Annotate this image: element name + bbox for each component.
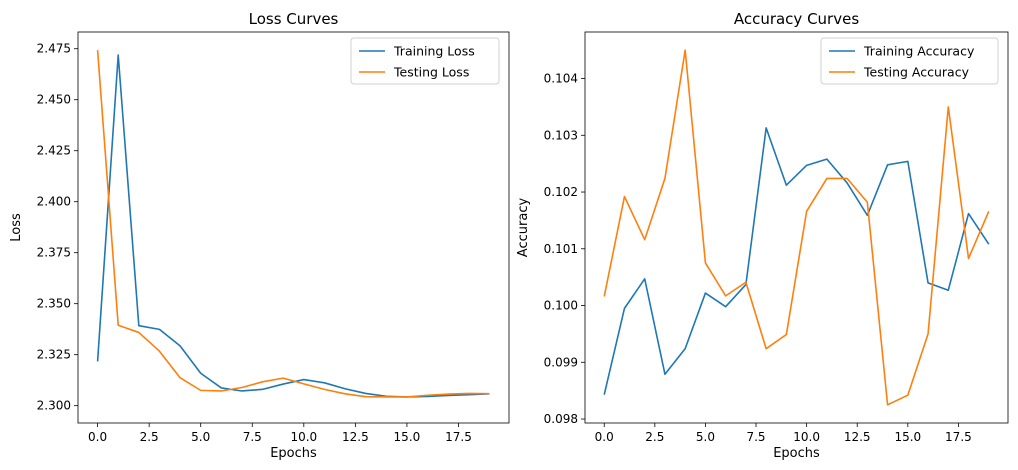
y-tick-label: 2.375 (37, 246, 71, 260)
legend: Training Loss Testing Loss (350, 37, 500, 85)
x-tick-label: 5.0 (696, 430, 715, 444)
y-tick-label: 2.450 (37, 93, 71, 107)
x-tick-label: 17.5 (945, 430, 972, 444)
x-tick-label: 12.5 (342, 430, 369, 444)
y-axis-label: Loss (9, 213, 24, 242)
chart-loss: Loss Curves 0.0 2.5 5.0 7.5 10.0 12.5 15.0 17.5 2… (9, 10, 510, 461)
y-axis-label: Accuracy (516, 198, 531, 258)
y-tick-label: 2.350 (37, 297, 71, 311)
y-tick-label: 0.104 (544, 72, 578, 86)
legend-label: Training Accuracy (863, 44, 975, 59)
legend-box (820, 37, 999, 85)
y-tick-label: 0.102 (544, 185, 578, 199)
x-tick-label: 10.0 (793, 430, 820, 444)
x-tick-label: 17.5 (445, 430, 472, 444)
y-tick-label: 0.101 (544, 242, 578, 256)
x-tick-label: 10.0 (290, 430, 317, 444)
y-tick-label: 2.425 (37, 144, 71, 158)
y-tick-label: 2.475 (37, 42, 71, 56)
plot-frame (77, 31, 510, 424)
y-tick-label: 0.099 (544, 355, 578, 369)
x-tick-label: 15.0 (394, 430, 421, 444)
y-tick-label: 2.300 (37, 399, 71, 413)
series-line-testing (96, 50, 490, 398)
series-line-training (96, 54, 490, 398)
series-line-training (603, 127, 990, 395)
x-tick-label: 2.5 (645, 430, 664, 444)
y-tick-label: 0.103 (544, 128, 578, 142)
y-tick-label: 2.325 (37, 348, 71, 362)
y-tick-label: 0.098 (544, 412, 578, 426)
x-tick-label: 0.0 (88, 430, 107, 444)
x-tick-label: 0.0 (595, 430, 614, 444)
chart-title: Loss Curves (249, 10, 339, 28)
x-tick-label: 5.0 (191, 430, 210, 444)
legend-label: Training Loss (393, 44, 475, 59)
legend-label: Testing Loss (393, 65, 469, 80)
x-axis-label: Epochs (270, 446, 317, 461)
chart-title: Accuracy Curves (734, 10, 860, 28)
series-line-testing (603, 49, 990, 406)
x-tick-label: 7.5 (243, 430, 262, 444)
plot-frame (584, 31, 1009, 424)
y-tick-label: 2.400 (37, 195, 71, 209)
x-axis-label: Epochs (773, 446, 820, 461)
y-tick-label: 0.100 (544, 299, 578, 313)
x-tick-label: 7.5 (746, 430, 765, 444)
legend-label: Testing Accuracy (863, 65, 970, 80)
legend-box (350, 37, 500, 85)
chart-accuracy: Accuracy Curves 0.0 2.5 5.0 7.5 10.0 12.5 15.0 1… (516, 10, 1009, 461)
x-tick-label: 12.5 (844, 430, 871, 444)
legend: Training Accuracy Testing Accuracy (820, 37, 999, 85)
x-tick-label: 15.0 (894, 430, 921, 444)
x-tick-label: 2.5 (140, 430, 159, 444)
